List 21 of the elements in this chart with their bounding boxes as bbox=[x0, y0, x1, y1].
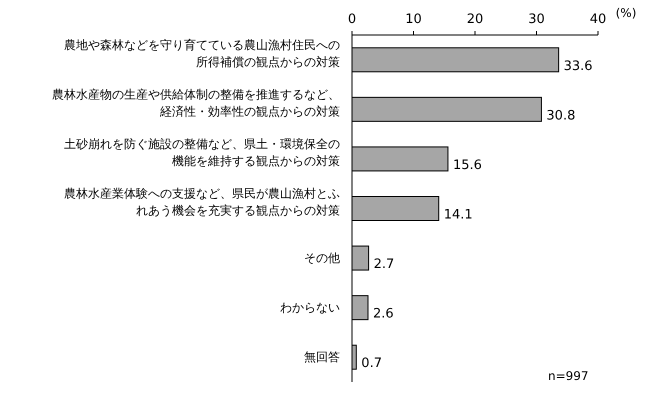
y-tick-label: 土砂崩れを防ぐ施設の整備など、県土・環境保全の機能を維持する観点からの対策 bbox=[64, 136, 340, 168]
data-label: 2.7 bbox=[374, 257, 394, 272]
data-label: 30.8 bbox=[546, 108, 576, 124]
data-label: 0.7 bbox=[361, 356, 382, 372]
x-tick-label: 30 bbox=[528, 12, 545, 27]
y-tick-label: その他 bbox=[304, 251, 340, 266]
data-label: 33.6 bbox=[564, 58, 593, 74]
x-tick-label: 20 bbox=[466, 12, 484, 27]
x-tick-label: 0 bbox=[348, 12, 356, 27]
data-label: 15.6 bbox=[452, 158, 482, 173]
y-tick-label: わからない bbox=[280, 300, 340, 315]
annotation: n=997 bbox=[548, 369, 589, 383]
x-axis-title: (%) bbox=[616, 6, 636, 20]
data-label: 14.1 bbox=[444, 208, 473, 222]
x-tick-label: 40 bbox=[590, 12, 606, 27]
x-tick-label: 10 bbox=[405, 12, 422, 27]
y-tick-label: 無回答 bbox=[304, 350, 340, 364]
y-tick-label: 農地や森林などを守り育てている農山漁村住民への所得補償の観点からの対策 bbox=[64, 38, 340, 69]
y-tick-label: 農林水産業体験への支援など、県民が農山漁村とふれあう機会を充実する観点からの対策 bbox=[64, 186, 340, 218]
y-tick-label: 農林水産物の生産や供給体制の整備を推進するなど、経済性・効率性の観点からの対策 bbox=[52, 87, 340, 118]
data-label: 2.6 bbox=[372, 306, 394, 322]
